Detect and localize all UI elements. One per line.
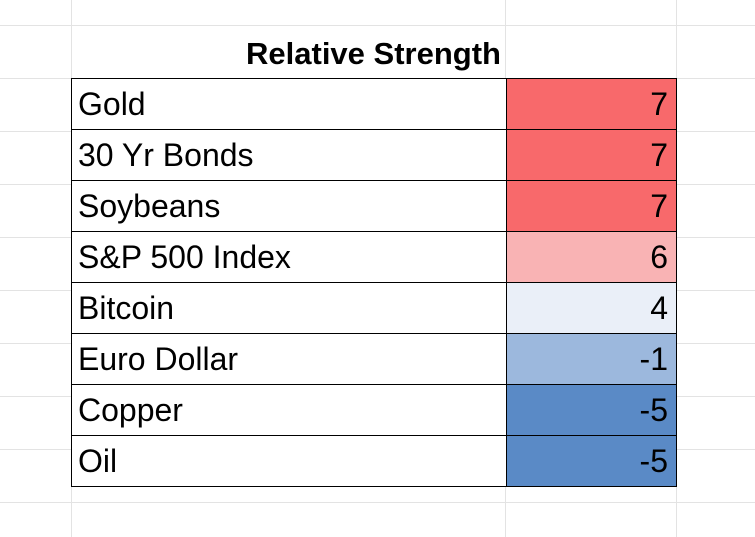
- strength-value-cell[interactable]: 7: [506, 180, 677, 232]
- table-body: Gold 7 30 Yr Bonds 7 Soybeans 7 S&P 500 Index 6…: [71, 78, 677, 487]
- asset-name-cell[interactable]: Bitcoin: [71, 282, 507, 334]
- strength-value-cell[interactable]: 4: [506, 282, 677, 334]
- asset-name-cell[interactable]: 30 Yr Bonds: [71, 129, 507, 181]
- relative-strength-table: Gold 7 30 Yr Bonds 7 Soybeans 7 S&P 500 Index 6…: [71, 78, 677, 487]
- asset-name-cell[interactable]: Soybeans: [71, 180, 507, 232]
- asset-name-cell[interactable]: Copper: [71, 384, 507, 436]
- gridline: [676, 0, 677, 537]
- asset-name-cell[interactable]: Oil: [71, 435, 507, 487]
- table-row: Soybeans 7: [71, 180, 677, 232]
- strength-value-cell[interactable]: -5: [506, 384, 677, 436]
- table-row: 30 Yr Bonds 7: [71, 129, 677, 181]
- table-row: Bitcoin 4: [71, 282, 677, 334]
- table-row: Gold 7: [71, 78, 677, 130]
- table-row: Euro Dollar -1: [71, 333, 677, 385]
- asset-name-cell[interactable]: Gold: [71, 78, 507, 130]
- gridline: [0, 25, 755, 26]
- table-title[interactable]: Relative Strength: [246, 36, 501, 71]
- strength-value-cell[interactable]: 7: [506, 78, 677, 130]
- gridline: [0, 502, 755, 503]
- strength-value-cell[interactable]: -5: [506, 435, 677, 487]
- table-row: Oil -5: [71, 435, 677, 487]
- asset-name-cell[interactable]: S&P 500 Index: [71, 231, 507, 283]
- strength-value-cell[interactable]: 6: [506, 231, 677, 283]
- table-row: Copper -5: [71, 384, 677, 436]
- strength-value-cell[interactable]: 7: [506, 129, 677, 181]
- strength-value-cell[interactable]: -1: [506, 333, 677, 385]
- table-row: S&P 500 Index 6: [71, 231, 677, 283]
- asset-name-cell[interactable]: Euro Dollar: [71, 333, 507, 385]
